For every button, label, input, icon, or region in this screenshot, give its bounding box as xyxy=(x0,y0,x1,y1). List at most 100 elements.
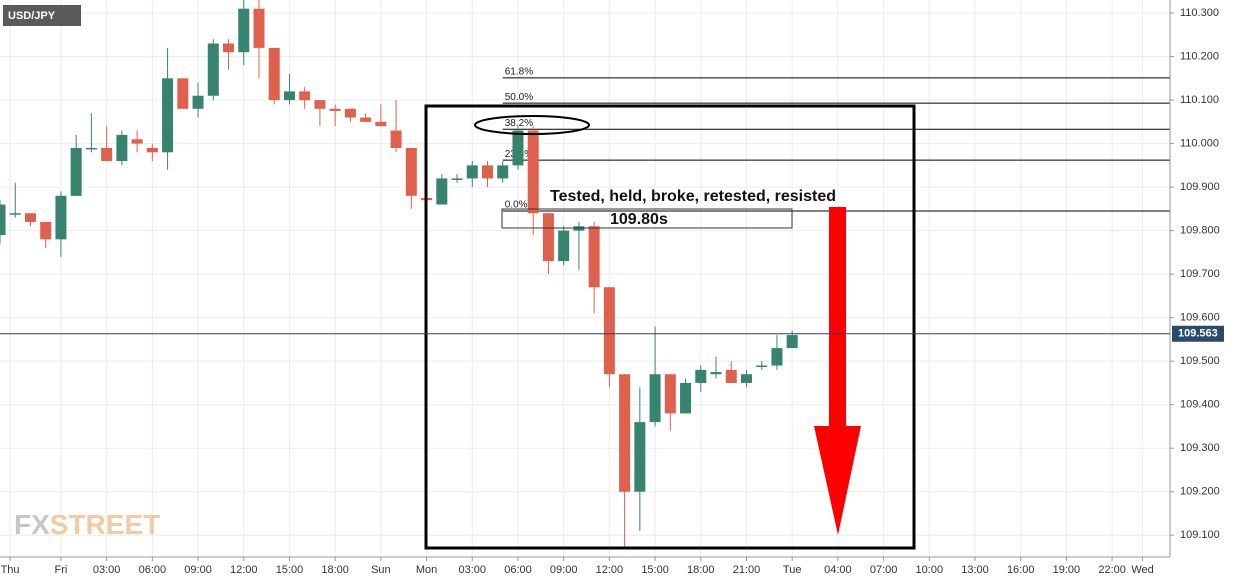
x-tick-label: 13:00 xyxy=(961,564,989,576)
candle-body xyxy=(101,147,113,162)
x-tick-label: 15:00 xyxy=(276,564,304,576)
candle-body xyxy=(207,43,219,96)
candle-body xyxy=(634,422,646,492)
x-tick-label: 06:00 xyxy=(504,564,532,576)
candle-body xyxy=(482,165,493,179)
x-tick-label: 07:00 xyxy=(870,564,898,576)
candle-body xyxy=(9,213,21,215)
candle-body xyxy=(436,178,448,205)
y-tick-label: 109.600 xyxy=(1180,312,1220,324)
watermark-fx: FX xyxy=(14,509,50,540)
candle-body xyxy=(85,147,97,150)
fib-label: 50.0% xyxy=(505,92,533,103)
y-tick-label: 109.100 xyxy=(1180,529,1220,541)
candle-body xyxy=(146,147,158,153)
candle-body xyxy=(756,365,768,368)
candle-body xyxy=(223,43,235,53)
x-tick-label: 22:00 xyxy=(1098,564,1126,576)
x-tick-label: 19:00 xyxy=(1053,564,1081,576)
candle-body xyxy=(55,195,67,240)
watermark: FXSTREET xyxy=(14,509,160,540)
y-tick-label: 110.000 xyxy=(1180,138,1219,150)
level-box xyxy=(501,208,793,229)
x-tick-label: 15:00 xyxy=(641,564,669,576)
x-tick-label: Sun xyxy=(371,564,391,576)
annotation: Tested, held, broke, retested, resisted xyxy=(550,188,836,205)
candle-body xyxy=(649,374,661,423)
y-tick-label: 110.300 xyxy=(1180,7,1219,19)
y-tick-label: 109.500 xyxy=(1180,355,1220,367)
y-tick-label: 109.800 xyxy=(1180,225,1220,237)
fib-label: 38.2% xyxy=(505,118,533,129)
candle-body xyxy=(771,348,783,366)
candle-body xyxy=(238,8,250,53)
candle-body xyxy=(390,130,402,148)
x-tick-label: 18:00 xyxy=(321,564,349,576)
x-tick-label: 04:00 xyxy=(824,564,852,576)
y-tick-label: 109.300 xyxy=(1180,442,1220,454)
y-tick-label: 109.400 xyxy=(1180,399,1220,411)
x-tick-label: 03:00 xyxy=(93,564,121,576)
candle-body xyxy=(664,374,676,414)
x-tick-label: 09:00 xyxy=(184,564,212,576)
x-tick-label: Mon xyxy=(416,564,437,576)
candle-body xyxy=(405,147,417,196)
y-tick-label: 109.200 xyxy=(1180,486,1220,498)
candle-body xyxy=(177,78,189,109)
candle-body xyxy=(603,287,615,375)
x-tick-label: 12:00 xyxy=(596,564,624,576)
candle-body xyxy=(497,165,509,179)
candle-body xyxy=(24,213,36,222)
candle-body xyxy=(268,47,280,101)
candle-body xyxy=(116,134,128,162)
x-tick-label: 09:00 xyxy=(550,564,578,576)
candles xyxy=(0,0,798,549)
candle-body xyxy=(558,230,570,262)
x-tick-label: 18:00 xyxy=(687,564,715,576)
highlight-box xyxy=(424,104,916,550)
candle-body xyxy=(314,100,326,109)
candle-body xyxy=(299,91,311,101)
price-tag-label: 109.563 xyxy=(1178,328,1218,340)
y-tick-label: 109.700 xyxy=(1180,268,1220,280)
x-tick-label: 10:00 xyxy=(916,564,944,576)
candle-body xyxy=(192,95,204,109)
candle-body xyxy=(588,226,600,288)
x-tick-label: 12:00 xyxy=(230,564,258,576)
y-tick-label: 109.900 xyxy=(1180,181,1220,193)
candle-body xyxy=(725,369,737,383)
x-tick-label: Thu xyxy=(1,564,20,576)
candle-body xyxy=(344,108,356,118)
candle-body xyxy=(0,204,6,235)
x-tick-label: Fri xyxy=(55,564,68,576)
candle-body xyxy=(451,178,463,180)
x-tick-label: 16:00 xyxy=(1007,564,1035,576)
candle-body xyxy=(542,213,554,262)
fib-label: 0.0% xyxy=(505,200,528,211)
candle-body xyxy=(695,369,707,383)
y-tick-label: 110.200 xyxy=(1180,50,1219,62)
candle-body xyxy=(70,147,82,196)
candle-body xyxy=(162,78,174,153)
candle-body xyxy=(40,221,52,240)
highlight-ellipse xyxy=(474,115,590,135)
y-tick-label: 110.100 xyxy=(1180,94,1219,106)
arrow-shaft xyxy=(829,207,846,429)
candle-body xyxy=(512,130,524,166)
candle-body xyxy=(786,335,798,349)
title-box xyxy=(3,5,81,26)
x-tick-label: Wed xyxy=(1131,564,1153,576)
x-tick-label: 06:00 xyxy=(139,564,167,576)
candle-body xyxy=(131,139,143,144)
x-tick-label: 21:00 xyxy=(733,564,761,576)
fib-label: 61.8% xyxy=(505,67,533,78)
watermark-street: STREET xyxy=(50,509,160,540)
candle-body xyxy=(619,374,631,492)
candle-body xyxy=(740,374,752,383)
level-label: 109.80s xyxy=(610,211,668,228)
candle-body xyxy=(375,121,387,127)
grid xyxy=(0,0,1170,557)
chart-title: USD/JPY xyxy=(8,10,56,22)
candle-body xyxy=(360,117,372,122)
